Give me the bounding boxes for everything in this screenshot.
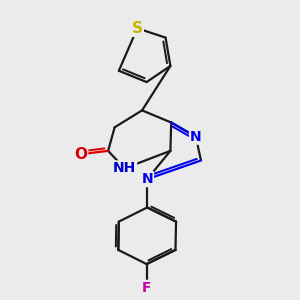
Text: S: S xyxy=(132,21,143,36)
Text: O: O xyxy=(74,147,87,162)
Text: NH: NH xyxy=(113,161,136,176)
Text: N: N xyxy=(141,172,153,186)
Text: N: N xyxy=(190,130,202,144)
Text: F: F xyxy=(142,281,152,295)
